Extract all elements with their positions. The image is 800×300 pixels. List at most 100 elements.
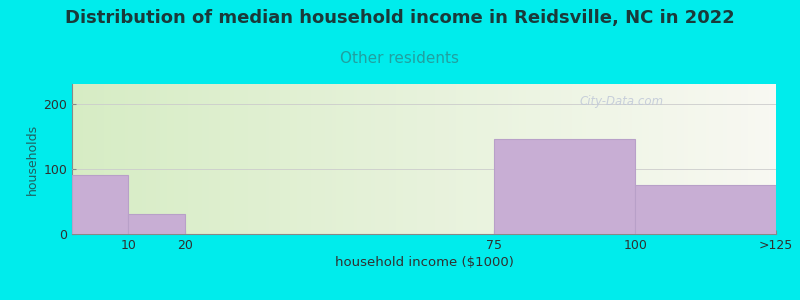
Bar <box>350 84 354 234</box>
Bar <box>509 84 512 234</box>
Bar <box>533 84 537 234</box>
Text: City-Data.com: City-Data.com <box>579 95 663 109</box>
Bar <box>374 84 378 234</box>
Bar <box>491 84 494 234</box>
Bar <box>234 84 238 234</box>
Bar <box>456 84 459 234</box>
Bar <box>202 84 206 234</box>
Bar <box>286 84 290 234</box>
Bar <box>273 84 276 234</box>
X-axis label: household income ($1000): household income ($1000) <box>334 256 514 269</box>
Bar <box>638 84 642 234</box>
Bar <box>188 84 192 234</box>
Bar <box>210 84 213 234</box>
Bar <box>691 84 695 234</box>
Bar <box>698 84 702 234</box>
Bar <box>582 84 586 234</box>
Bar <box>142 84 146 234</box>
Bar <box>75 84 79 234</box>
Bar <box>135 84 139 234</box>
Bar <box>502 84 505 234</box>
Bar <box>678 84 681 234</box>
Bar <box>357 84 361 234</box>
Bar <box>216 84 220 234</box>
Bar <box>406 84 410 234</box>
Bar <box>547 84 550 234</box>
Bar <box>738 84 741 234</box>
Bar <box>663 84 667 234</box>
Bar <box>568 84 572 234</box>
Bar <box>72 84 75 234</box>
Bar <box>364 84 368 234</box>
Bar <box>449 84 452 234</box>
Bar <box>304 84 308 234</box>
Bar <box>399 84 403 234</box>
Bar <box>505 84 509 234</box>
Bar <box>562 84 565 234</box>
Bar <box>713 84 716 234</box>
Bar <box>258 84 262 234</box>
Bar <box>238 84 241 234</box>
Bar <box>326 84 329 234</box>
Bar <box>681 84 685 234</box>
Bar <box>702 84 706 234</box>
Bar <box>378 84 382 234</box>
Bar <box>600 84 603 234</box>
Bar <box>723 84 726 234</box>
Bar <box>522 84 526 234</box>
Bar <box>251 84 255 234</box>
Bar <box>294 84 298 234</box>
Bar <box>223 84 227 234</box>
Bar <box>153 84 157 234</box>
Bar <box>114 84 118 234</box>
Bar <box>459 84 462 234</box>
Bar <box>118 84 122 234</box>
Bar <box>709 84 713 234</box>
Bar <box>146 84 150 234</box>
Bar <box>758 84 762 234</box>
Bar <box>607 84 610 234</box>
Bar <box>339 84 343 234</box>
Bar <box>494 140 635 234</box>
Bar <box>414 84 417 234</box>
Bar <box>537 84 540 234</box>
Bar <box>93 84 97 234</box>
Bar <box>308 84 311 234</box>
Bar <box>227 84 230 234</box>
Bar <box>565 84 568 234</box>
Bar <box>487 84 491 234</box>
Bar <box>371 84 374 234</box>
Bar <box>558 84 562 234</box>
Bar <box>128 84 132 234</box>
Bar <box>741 84 744 234</box>
Bar <box>445 84 449 234</box>
Bar <box>773 84 776 234</box>
Bar <box>579 84 582 234</box>
Bar <box>660 84 663 234</box>
Bar <box>245 84 248 234</box>
Bar <box>452 84 456 234</box>
Bar <box>160 84 163 234</box>
Bar <box>706 84 709 234</box>
Bar <box>315 84 318 234</box>
Bar <box>540 84 544 234</box>
Bar <box>670 84 674 234</box>
Bar <box>343 84 346 234</box>
Bar <box>220 84 223 234</box>
Bar <box>290 84 294 234</box>
Bar <box>614 84 618 234</box>
Bar <box>544 84 547 234</box>
Bar <box>122 84 125 234</box>
Bar <box>748 84 751 234</box>
Bar <box>625 84 628 234</box>
Bar <box>656 84 660 234</box>
Bar <box>470 84 474 234</box>
Bar <box>526 84 530 234</box>
Bar <box>128 214 185 234</box>
Bar <box>79 84 82 234</box>
Bar <box>685 84 688 234</box>
Bar <box>368 84 371 234</box>
Bar <box>163 84 167 234</box>
Text: Distribution of median household income in Reidsville, NC in 2022: Distribution of median household income … <box>65 9 735 27</box>
Bar <box>150 84 153 234</box>
